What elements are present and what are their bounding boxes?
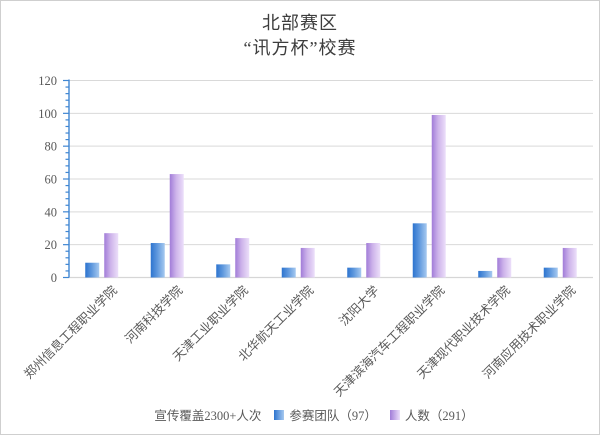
bar [366, 243, 381, 278]
y-axis-tick-label: 120 [38, 74, 57, 88]
bar [478, 270, 493, 278]
chart-title-line-2: “讯方杯”校赛 [243, 38, 357, 58]
legend-item-people: 人数（291） [389, 405, 474, 424]
legend-swatch-people-icon [389, 409, 400, 420]
x-axis-label: 天津滨海汽车工程职业学院 [331, 282, 448, 399]
bar [543, 267, 558, 278]
y-axis-tick-label: 60 [45, 173, 58, 187]
legend-swatch-teams-icon [274, 409, 285, 420]
y-axis-tick-label: 100 [38, 107, 57, 121]
bar [281, 267, 296, 278]
y-axis-tick-label: 40 [45, 205, 58, 219]
bar [412, 223, 427, 278]
y-axis-tick-label: 20 [45, 238, 58, 252]
bar [431, 114, 446, 278]
y-axis-tick-label: 80 [45, 140, 58, 154]
bar [347, 267, 362, 278]
legend-item-teams: 参赛团队（97） [274, 405, 377, 424]
bar [216, 264, 231, 278]
legend-row: 宣传覆盖2300+人次 参赛团队（97） 人数（291） [1, 405, 599, 424]
bar [150, 243, 165, 278]
chart-title-line-1: 北部赛区 [262, 13, 338, 33]
bar [235, 238, 250, 278]
y-axis-tick-label: 0 [51, 271, 57, 285]
legend-label-teams: 参赛团队（97） [289, 409, 377, 423]
x-axis-label: 郑州信息工程职业学院 [21, 282, 120, 381]
bar [497, 257, 512, 278]
legend-label-people: 人数（291） [404, 409, 474, 423]
bar [169, 174, 184, 278]
bar [300, 247, 315, 278]
footnote-text: 宣传覆盖2300+人次 [154, 409, 262, 423]
x-axis-label: 沈阳大学 [336, 283, 382, 329]
bar [562, 247, 577, 278]
x-axis-label: 河南科技学院 [122, 282, 186, 346]
bar [85, 262, 100, 278]
bar [104, 233, 119, 278]
